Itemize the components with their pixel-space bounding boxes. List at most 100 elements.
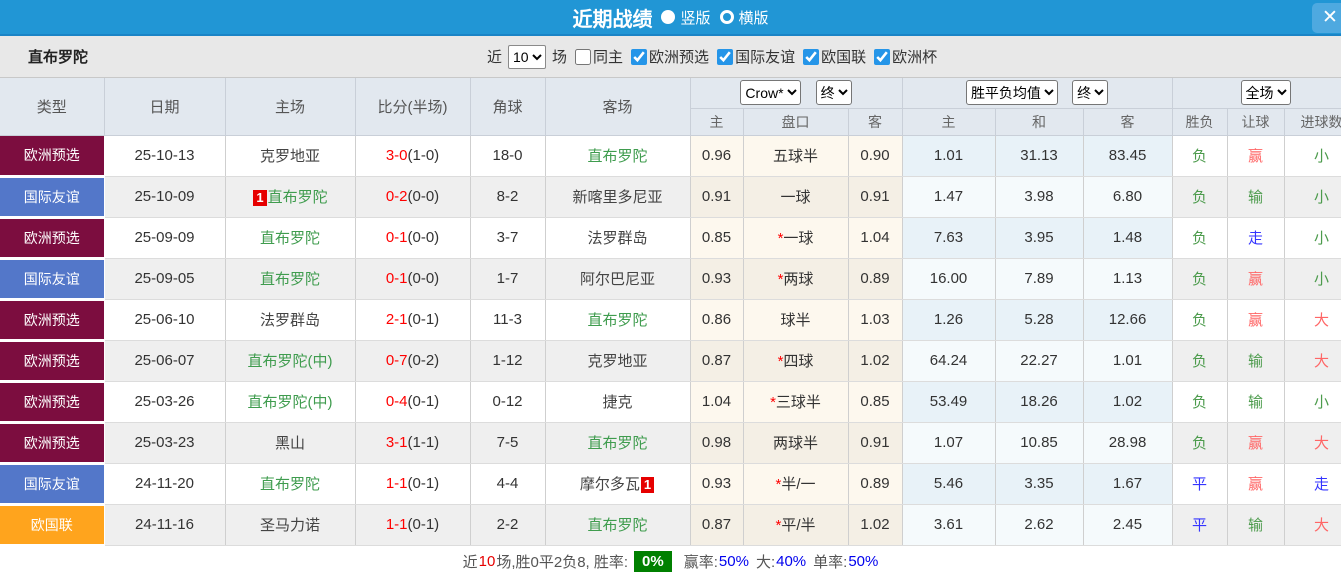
mean-home-cell: 1.26 xyxy=(902,299,996,341)
match-date-cell: 25-03-26 xyxy=(104,381,226,423)
header-corner: 角球 xyxy=(470,78,546,136)
away-team-cell[interactable]: 直布罗陀 xyxy=(545,135,691,177)
match-rows: 欧洲预选 25-10-13 克罗地亚 3-0(1-0) 18-0 直布罗陀 0.96 五球半 0… xyxy=(0,135,1341,547)
table-row: 欧洲预选 25-06-10 法罗群岛 2-1(0-1) 11-3 直布罗陀 0.86 球半 1.… xyxy=(0,299,1341,342)
mean-draw-cell: 18.26 xyxy=(995,381,1084,423)
match-date-cell: 25-10-13 xyxy=(104,135,226,177)
result-goals-cell: 小 xyxy=(1284,135,1341,177)
home-team-cell[interactable]: 1 直布罗陀 xyxy=(225,176,356,218)
away-team-cell[interactable]: 克罗地亚 xyxy=(545,340,691,382)
corner-cell: 8-2 xyxy=(470,176,546,218)
match-type-cell: 国际友谊 xyxy=(0,463,105,506)
away-team-cell[interactable]: 捷克 xyxy=(545,381,691,423)
league-label-nations-league[interactable]: 欧国联 xyxy=(821,49,867,66)
odds-state-select[interactable]: 终 xyxy=(815,80,852,106)
result-goals-cell: 大 xyxy=(1284,340,1341,382)
match-date-cell: 25-09-09 xyxy=(104,217,226,259)
scope-select[interactable]: 全场 xyxy=(1240,80,1291,106)
away-team-cell[interactable]: 直布罗陀 xyxy=(545,504,691,546)
away-team-cell[interactable]: 阿尔巴尼亚 xyxy=(545,258,691,300)
header-type: 类型 xyxy=(0,78,105,136)
away-team-cell[interactable]: 法罗群岛 xyxy=(545,217,691,259)
results-table: 类型 日期 主场 比分(半场) 角球 客场 Crow* 终 胜平负均值 终 全场… xyxy=(0,78,1341,547)
away-team-cell[interactable]: 摩尔多瓦 1 xyxy=(545,463,691,505)
close-button[interactable]: ✕ xyxy=(1312,3,1341,33)
score-cell: 1-1(0-1) xyxy=(355,504,471,546)
away-team-cell[interactable]: 直布罗陀 xyxy=(545,299,691,341)
league-checkbox-nations-league[interactable] xyxy=(803,48,820,65)
mean-draw-cell: 5.28 xyxy=(995,299,1084,341)
odds-home-cell: 0.96 xyxy=(690,135,744,177)
layout-option-horizontal[interactable]: 横版 xyxy=(719,7,769,28)
match-date-cell: 25-06-10 xyxy=(104,299,226,341)
mean-home-cell: 64.24 xyxy=(902,340,996,382)
home-team-cell[interactable]: 直布罗陀 xyxy=(225,463,356,505)
league-label-euro-cup[interactable]: 欧洲杯 xyxy=(892,49,938,66)
home-team-cell[interactable]: 克罗地亚 xyxy=(225,135,356,177)
red-card-badge: 1 xyxy=(640,477,655,493)
score-cell: 0-1(0-0) xyxy=(355,217,471,259)
layout-option-vertical[interactable]: 竖版 xyxy=(661,7,711,28)
corner-cell: 1-12 xyxy=(470,340,546,382)
corner-cell: 18-0 xyxy=(470,135,546,177)
odds-handicap-cell: *半/一 xyxy=(743,463,849,505)
team-name: 直布罗陀 xyxy=(28,49,89,66)
same-home-label[interactable]: 同主 xyxy=(593,49,624,66)
title-bar: 近期战绩 竖版 横版 ✕ xyxy=(0,0,1341,36)
mean-away-cell: 1.02 xyxy=(1083,381,1173,423)
table-row: 国际友谊 25-10-09 1 直布罗陀 0-2(0-0) 8-2 新喀里多尼亚 0.91 一球… xyxy=(0,176,1341,219)
odds-handicap-cell: *四球 xyxy=(743,340,849,382)
match-date-cell: 24-11-20 xyxy=(104,463,226,505)
filter-controls: 近 10 场 同主 欧洲预选 国际友谊 欧国联 欧洲杯 xyxy=(487,44,938,69)
footer-count: 10 xyxy=(478,553,496,570)
mean-state-select[interactable]: 终 xyxy=(1072,80,1109,106)
league-checkbox-friendly[interactable] xyxy=(717,48,734,65)
odds-away-cell: 1.02 xyxy=(848,340,903,382)
red-card-badge: 1 xyxy=(253,190,267,206)
league-checkbox-euro-qualifier[interactable] xyxy=(631,48,648,65)
radio-selected-icon[interactable] xyxy=(661,10,676,24)
odds-away-cell: 0.89 xyxy=(848,463,903,505)
home-team-cell[interactable]: 法罗群岛 xyxy=(225,299,356,341)
league-checkbox-euro-cup[interactable] xyxy=(874,48,891,65)
odds-source-select[interactable]: Crow* xyxy=(740,80,802,106)
result-goals-cell: 大 xyxy=(1284,299,1341,341)
home-team-cell[interactable]: 黑山 xyxy=(225,422,356,464)
match-count-select[interactable]: 10 xyxy=(508,44,547,69)
mean-home-cell: 3.61 xyxy=(902,504,996,546)
odds-handicap-cell: 五球半 xyxy=(743,135,849,177)
radio-unselected-icon[interactable] xyxy=(719,10,734,24)
result-goals-cell: 小 xyxy=(1284,176,1341,218)
mean-away-cell: 6.80 xyxy=(1083,176,1173,218)
home-team-cell[interactable]: 直布罗陀(中) xyxy=(225,381,356,423)
result-handicap-cell: 输 xyxy=(1227,381,1285,423)
league-label-friendly[interactable]: 国际友谊 xyxy=(735,49,796,66)
home-team-cell[interactable]: 直布罗陀(中) xyxy=(225,340,356,382)
corner-cell: 0-12 xyxy=(470,381,546,423)
mean-draw-cell: 10.85 xyxy=(995,422,1084,464)
league-label-euro-qualifier[interactable]: 欧洲预选 xyxy=(649,49,710,66)
result-wdl-cell: 平 xyxy=(1172,504,1228,546)
footer-summary: 场,胜0平2负8, 胜率: xyxy=(496,554,629,571)
odds-home-cell: 0.91 xyxy=(690,176,744,218)
home-team-cell[interactable]: 直布罗陀 xyxy=(225,217,356,259)
score-cell: 2-1(0-1) xyxy=(355,299,471,341)
away-team-cell[interactable]: 直布罗陀 xyxy=(545,422,691,464)
odds-handicap-cell: *三球半 xyxy=(743,381,849,423)
mean-draw-cell: 3.95 xyxy=(995,217,1084,259)
table-row: 欧洲预选 25-06-07 直布罗陀(中) 0-7(0-2) 1-12 克罗地亚 0.87 *… xyxy=(0,340,1341,383)
mean-away-cell: 2.45 xyxy=(1083,504,1173,546)
home-team-cell[interactable]: 圣马力诺 xyxy=(225,504,356,546)
match-date-cell: 25-09-05 xyxy=(104,258,226,300)
odds-handicap-cell: 球半 xyxy=(743,299,849,341)
same-home-checkbox[interactable] xyxy=(575,48,592,65)
mean-home-cell: 53.49 xyxy=(902,381,996,423)
layout-option-horizontal-label: 横版 xyxy=(738,9,769,27)
match-date-cell: 25-10-09 xyxy=(104,176,226,218)
result-handicap-cell: 赢 xyxy=(1227,258,1285,300)
result-handicap-cell: 输 xyxy=(1227,504,1285,546)
away-team-cell[interactable]: 新喀里多尼亚 xyxy=(545,176,691,218)
mean-source-select[interactable]: 胜平负均值 xyxy=(965,80,1058,106)
result-wdl-cell: 负 xyxy=(1172,381,1228,423)
home-team-cell[interactable]: 直布罗陀 xyxy=(225,258,356,300)
